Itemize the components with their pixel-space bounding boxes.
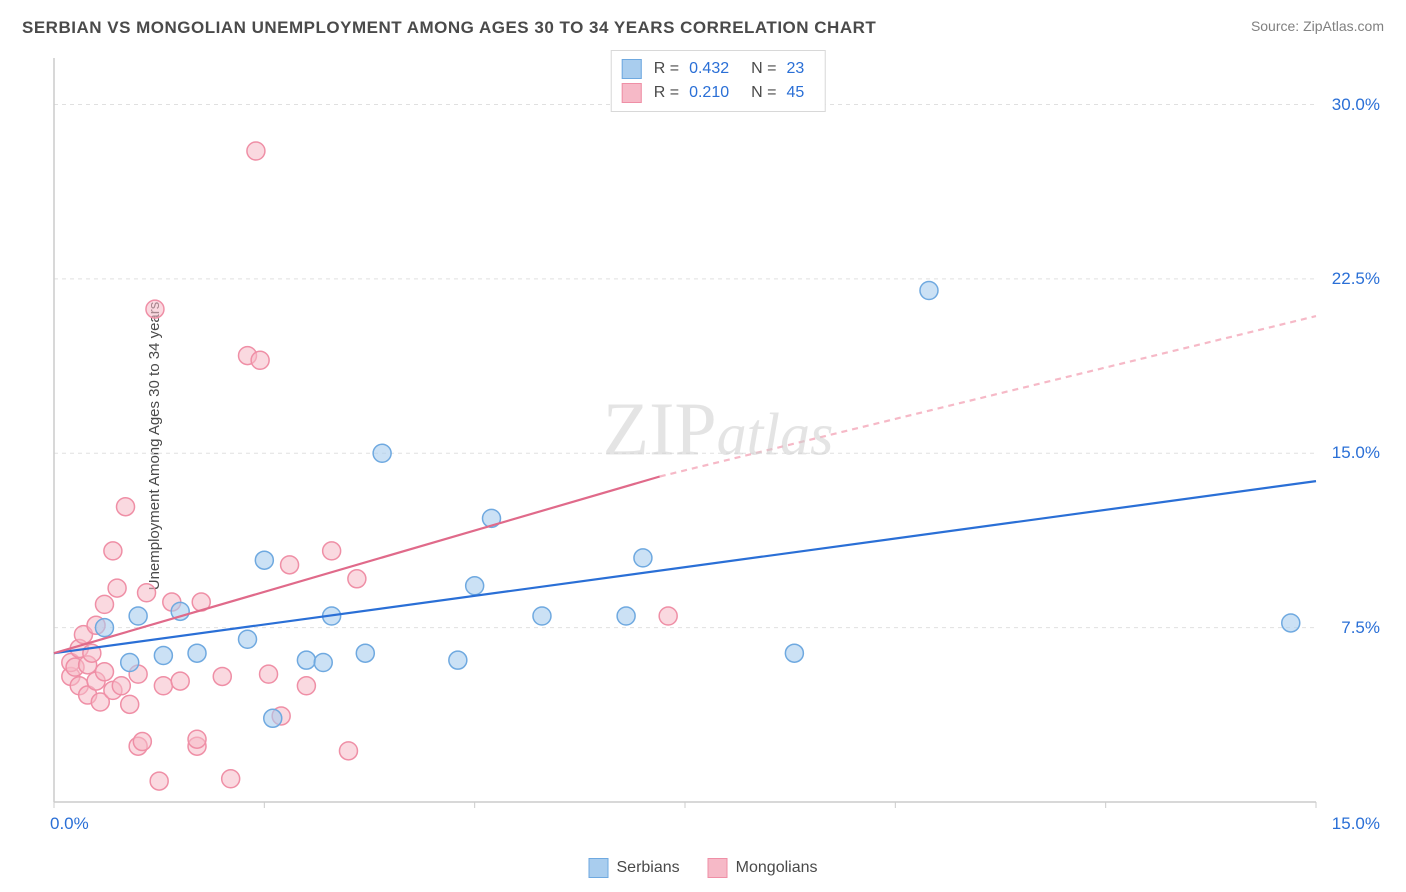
ytick-label: 22.5% xyxy=(1332,269,1380,289)
legend-correlation: R = 0.432 N = 23 R = 0.210 N = 45 xyxy=(611,50,826,112)
source-label: Source: ZipAtlas.com xyxy=(1251,18,1384,34)
page-title: SERBIAN VS MONGOLIAN UNEMPLOYMENT AMONG … xyxy=(22,18,876,38)
legend-row-mongolians: R = 0.210 N = 45 xyxy=(622,81,815,105)
ytick-label: 7.5% xyxy=(1341,618,1380,638)
r-label: R = xyxy=(654,84,679,102)
header: SERBIAN VS MONGOLIAN UNEMPLOYMENT AMONG … xyxy=(22,18,1384,38)
legend-label-mongolians: Mongolians xyxy=(736,859,818,877)
n-label: N = xyxy=(751,60,776,78)
scatter-plot xyxy=(50,50,1386,842)
swatch-serbians xyxy=(622,59,642,79)
plot-area: ZIPatlas R = 0.432 N = 23 R = 0.210 N = … xyxy=(50,50,1386,842)
xtick-label-max: 15.0% xyxy=(1332,814,1380,834)
legend-item-mongolians: Mongolians xyxy=(708,858,818,878)
r-value-serbians: 0.432 xyxy=(689,60,729,78)
ytick-label: 30.0% xyxy=(1332,95,1380,115)
n-value-mongolians: 45 xyxy=(786,84,804,102)
swatch-serbians xyxy=(589,858,609,878)
xtick-label-min: 0.0% xyxy=(50,814,89,834)
legend-row-serbians: R = 0.432 N = 23 xyxy=(622,57,815,81)
n-value-serbians: 23 xyxy=(786,60,804,78)
swatch-mongolians xyxy=(708,858,728,878)
n-label: N = xyxy=(751,84,776,102)
legend-series: Serbians Mongolians xyxy=(589,858,818,878)
r-label: R = xyxy=(654,60,679,78)
ytick-label: 15.0% xyxy=(1332,443,1380,463)
r-value-mongolians: 0.210 xyxy=(689,84,729,102)
swatch-mongolians xyxy=(622,83,642,103)
legend-item-serbians: Serbians xyxy=(589,858,680,878)
legend-label-serbians: Serbians xyxy=(617,859,680,877)
